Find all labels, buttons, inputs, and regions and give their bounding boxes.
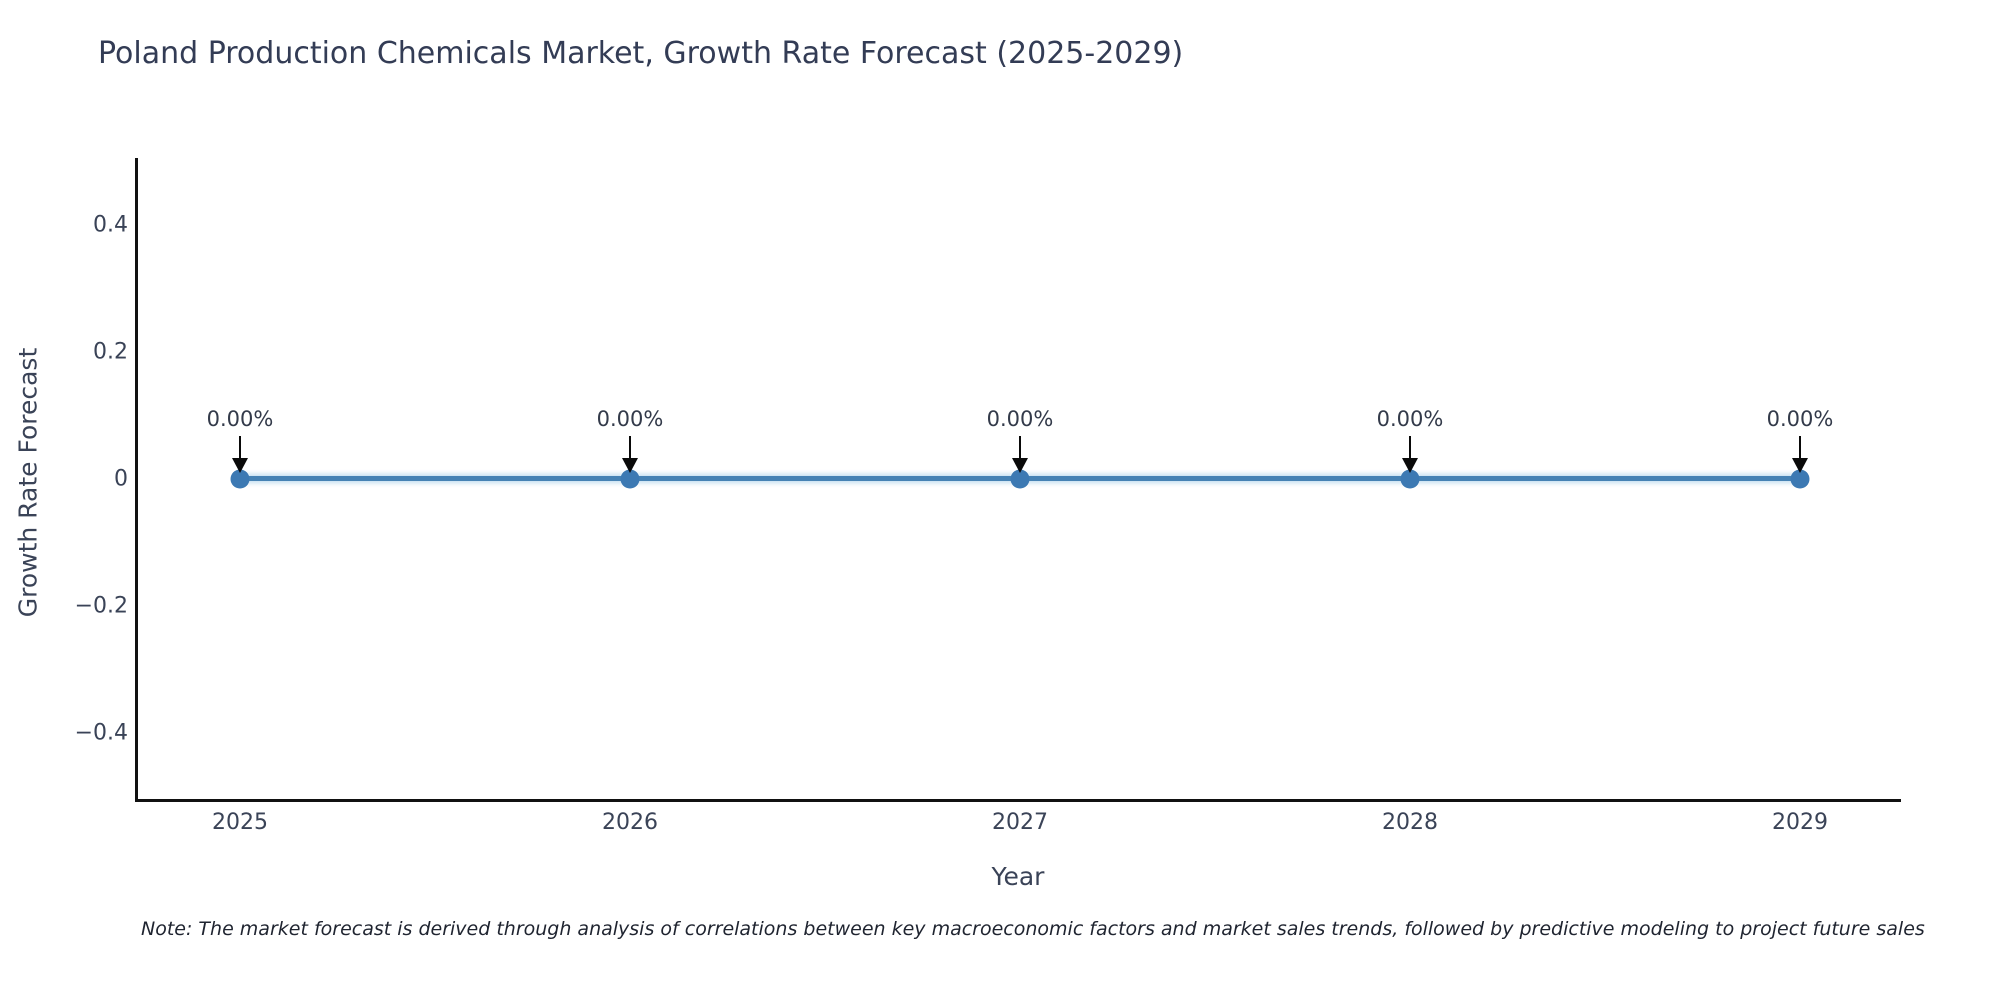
annotation-arrow-head (1012, 458, 1028, 473)
annotation-arrow-head (1402, 458, 1418, 473)
y-axis-spine (135, 158, 138, 802)
annotation-arrow-head (232, 458, 248, 473)
y-tick-label: 0 (114, 466, 128, 492)
y-tick-label: −0.2 (74, 593, 128, 619)
data-point-marker (1790, 469, 1810, 489)
y-tick-label: 0.2 (93, 339, 128, 365)
annotation-arrow-head (1792, 458, 1808, 473)
x-tick-label: 2027 (992, 810, 1048, 835)
data-point-marker (620, 469, 640, 489)
annotation-arrow-stem (1019, 436, 1021, 462)
y-tick-label: 0.4 (93, 212, 128, 238)
data-point-label: 0.00% (596, 407, 664, 431)
x-tick-label: 2029 (1772, 810, 1828, 835)
x-axis-spine (135, 799, 1901, 802)
annotation-arrow-stem (1409, 436, 1411, 462)
data-point-label: 0.00% (1766, 407, 1834, 431)
x-tick-label: 2028 (1382, 810, 1438, 835)
y-tick-label: −0.4 (74, 720, 128, 746)
annotation-arrow-head (622, 458, 638, 473)
data-point-marker (1400, 469, 1420, 489)
data-point-label: 0.00% (206, 407, 274, 431)
data-point-marker (1010, 469, 1030, 489)
x-axis-label: Year (991, 862, 1045, 891)
data-point-marker (230, 469, 250, 489)
annotation-arrow-stem (239, 436, 241, 462)
x-tick-label: 2026 (602, 810, 658, 835)
annotation-arrow-stem (1799, 436, 1801, 462)
x-tick-label: 2025 (212, 810, 268, 835)
data-point-label: 0.00% (986, 407, 1054, 431)
chart-title: Poland Production Chemicals Market, Grow… (98, 36, 1184, 71)
footnote: Note: The market forecast is derived thr… (141, 918, 1925, 940)
data-point-label: 0.00% (1376, 407, 1444, 431)
annotation-arrow-stem (629, 436, 631, 462)
